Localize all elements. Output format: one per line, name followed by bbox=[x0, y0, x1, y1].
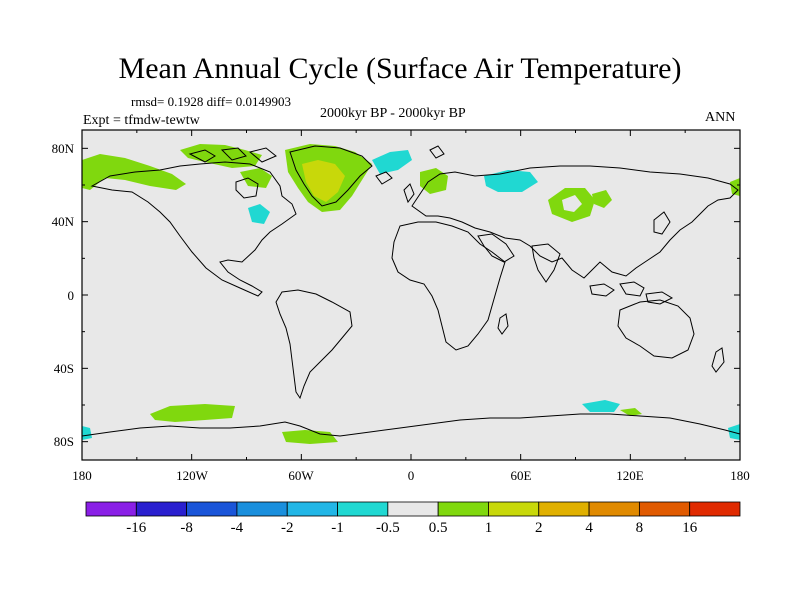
anomaly-green-hudson bbox=[240, 168, 272, 188]
coast-south-america bbox=[275, 289, 353, 400]
coast-arabia bbox=[477, 233, 515, 263]
coast-india bbox=[531, 243, 561, 283]
colorbar bbox=[85, 501, 741, 517]
season-label: ANN bbox=[705, 110, 736, 125]
colorbar-label: -1 bbox=[331, 520, 344, 536]
stats-text: rmsd= 0.1928 diff= 0.0149903 bbox=[131, 94, 291, 109]
colorbar-box bbox=[488, 501, 540, 517]
coast-north-america bbox=[90, 161, 297, 297]
colorbar-label: 8 bbox=[635, 520, 644, 536]
colorbar-box bbox=[638, 501, 691, 517]
colorbar-label: -0.5 bbox=[375, 520, 400, 536]
anomaly-green-weddell bbox=[282, 430, 338, 444]
colorbar-box bbox=[437, 501, 489, 517]
coast-greenland bbox=[289, 145, 373, 207]
coastlines bbox=[81, 145, 741, 437]
anomaly-yellow-greenland bbox=[302, 160, 345, 202]
lon-label-180w: 180 bbox=[72, 468, 92, 483]
anomaly-cyan-kara bbox=[484, 170, 538, 192]
lat-label-80n: 80N bbox=[51, 141, 74, 156]
coast-iceland bbox=[375, 171, 393, 185]
lon-label-180e: 180 bbox=[730, 468, 750, 483]
anomaly-green-scandinavia bbox=[420, 168, 448, 194]
colorbar-box bbox=[588, 501, 640, 517]
lat-label-0: 0 bbox=[67, 288, 75, 303]
coast-svalbard bbox=[429, 145, 445, 159]
anomaly-green-indian-south bbox=[620, 408, 642, 416]
colorbar-label: 2 bbox=[535, 520, 543, 536]
colorbar-label: -2 bbox=[280, 520, 294, 536]
anomaly-cyan-indian-south bbox=[582, 400, 620, 412]
coast-australia bbox=[617, 299, 695, 359]
coast-canadian-islands bbox=[188, 147, 277, 163]
coast-madagascar bbox=[497, 313, 509, 335]
lon-label-60e: 60E bbox=[510, 468, 532, 483]
colorbar-box bbox=[286, 501, 338, 517]
colorbar-box bbox=[135, 501, 188, 517]
anomaly-cyan-great-lakes bbox=[248, 204, 270, 224]
colorbar-label: 0.5 bbox=[428, 520, 448, 536]
colorbar-label: -8 bbox=[180, 520, 193, 536]
colorbar-box bbox=[387, 501, 439, 517]
lon-label-60w: 60W bbox=[288, 468, 314, 483]
anomaly-grey-asia-hole bbox=[562, 195, 582, 212]
experiment-label: Expt = tfmdw-tewtw bbox=[83, 113, 200, 128]
anomaly-green-siberia bbox=[592, 190, 612, 208]
colorbar-box bbox=[236, 501, 288, 517]
chart-title: Mean Annual Cycle (Surface Air Temperatu… bbox=[118, 52, 682, 85]
anomaly-cyan-left-edge bbox=[82, 426, 92, 440]
coast-new-zealand bbox=[711, 347, 725, 373]
colorbar-label: -4 bbox=[230, 520, 244, 536]
lat-label-80s: 80S bbox=[53, 434, 74, 449]
colorbar-box bbox=[186, 501, 238, 517]
coast-japan bbox=[653, 211, 671, 235]
coast-africa bbox=[391, 221, 506, 351]
colorbar-label: 4 bbox=[585, 520, 593, 536]
colorbar-label: -16 bbox=[126, 520, 147, 536]
colorbar-label: 1 bbox=[484, 520, 493, 536]
lon-label-0: 0 bbox=[407, 468, 415, 483]
lat-label-40n: 40N bbox=[51, 214, 74, 229]
anomaly-cyan-svalbard bbox=[372, 150, 412, 174]
period-text: 2000kyr BP - 2000kyr BP bbox=[320, 106, 466, 121]
lon-label-120e: 120E bbox=[616, 468, 644, 483]
coast-hudson-bay bbox=[235, 177, 259, 199]
colorbar-box bbox=[337, 501, 389, 517]
coast-eurasia bbox=[411, 165, 739, 279]
colorbar-box bbox=[689, 501, 741, 517]
anomaly-green-bering bbox=[730, 178, 740, 196]
colorbar-box bbox=[85, 501, 137, 517]
lat-label-40s: 40S bbox=[53, 361, 74, 376]
axis-ticks bbox=[81, 130, 741, 460]
anomaly-green-arctic-canada bbox=[180, 144, 262, 168]
coast-antarctica bbox=[81, 413, 741, 437]
anomaly-green-ross bbox=[150, 404, 235, 422]
coast-uk bbox=[403, 183, 415, 204]
lon-label-120w: 120W bbox=[176, 468, 208, 483]
colorbar-box bbox=[538, 501, 590, 517]
coast-indonesia bbox=[589, 281, 674, 305]
colorbar-label: 16 bbox=[682, 520, 698, 536]
